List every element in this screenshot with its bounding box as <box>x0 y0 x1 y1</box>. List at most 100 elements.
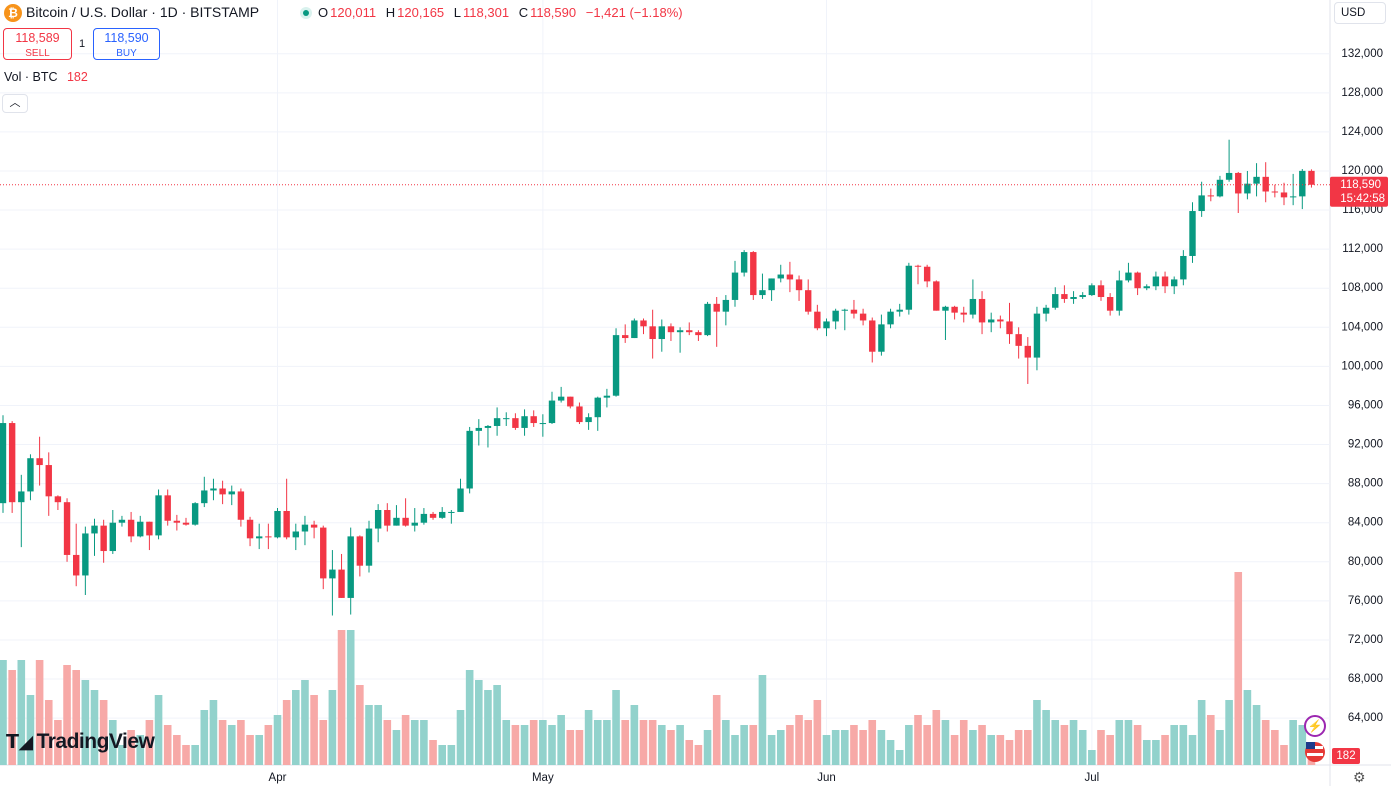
volume-bar <box>712 695 721 765</box>
candle-body <box>905 265 913 310</box>
candle-body <box>823 321 830 329</box>
candle-body <box>942 306 949 311</box>
sell-button[interactable]: 118,589 SELL <box>3 28 72 60</box>
candle-body <box>1079 295 1086 298</box>
settings-icon[interactable]: ⚙ <box>1353 769 1366 785</box>
ohlc-value: 120,165 <box>397 5 445 20</box>
candle-body <box>1216 179 1224 197</box>
volume-bar <box>841 730 849 765</box>
volume-bar <box>0 660 7 765</box>
candle-body <box>557 396 565 401</box>
candle-body <box>603 395 611 398</box>
volume-bar <box>1051 720 1060 765</box>
candle-body <box>1006 321 1013 335</box>
volume-bar <box>740 725 748 765</box>
candle-body <box>347 536 354 598</box>
volume-tag-label: 182 <box>1336 750 1355 762</box>
volume-bar <box>1252 705 1261 765</box>
candle-body <box>137 521 144 537</box>
volume-bar <box>255 735 263 765</box>
buy-button[interactable]: 118,590 BUY <box>93 28 160 60</box>
y-tick-label: 108,000 <box>1341 282 1383 294</box>
volume-bar <box>429 740 437 765</box>
volume-bar <box>200 710 209 765</box>
volume-bar <box>465 670 474 765</box>
candle-body <box>1134 272 1141 289</box>
y-tick-label: 92,000 <box>1348 439 1383 451</box>
y-tick-label: 128,000 <box>1341 87 1383 99</box>
candle-body <box>274 510 281 538</box>
volume-bar <box>795 715 803 765</box>
candle-body <box>704 303 711 336</box>
volume-bar <box>328 690 337 765</box>
volume-bar <box>895 750 904 765</box>
currency-button[interactable]: USD <box>1334 2 1386 24</box>
last-price-tag <box>1330 176 1388 207</box>
candle-body <box>164 495 171 521</box>
candle-body <box>850 309 858 314</box>
svg-text:⚡: ⚡ <box>1308 719 1323 733</box>
volume-bar <box>292 690 300 765</box>
volume-bar <box>182 745 190 765</box>
collapse-button[interactable]: ︿ <box>2 94 28 113</box>
ohlc-key: C <box>518 5 529 20</box>
volume-value: 182 <box>66 70 88 84</box>
candle-body <box>722 299 730 312</box>
candle-body <box>713 303 720 312</box>
candle-body <box>411 522 418 526</box>
volume-bar <box>273 715 282 765</box>
y-tick-label: 120,000 <box>1341 165 1383 177</box>
candle-body <box>1033 313 1041 358</box>
volume-bar <box>859 730 867 765</box>
volume-bar <box>410 720 419 765</box>
volume-bar <box>767 735 776 765</box>
volume-bar <box>822 735 831 765</box>
candle-body <box>1244 183 1251 194</box>
candle-body <box>1116 280 1123 311</box>
volume-bar <box>1069 720 1078 765</box>
candle-body <box>1253 176 1260 184</box>
ohlc-key: H <box>385 5 396 20</box>
candle-body <box>356 536 364 566</box>
volume-bar <box>987 735 995 765</box>
volume-bar <box>346 630 355 765</box>
buy-label: BUY <box>116 48 137 59</box>
volume-bar <box>81 680 90 765</box>
sell-label: SELL <box>25 48 50 59</box>
candle-body <box>63 502 71 555</box>
volume-bar <box>575 730 584 765</box>
volume-bar <box>1060 725 1069 765</box>
volume-bar <box>731 735 739 765</box>
volume-bar <box>1179 725 1188 765</box>
volume-bar <box>246 735 254 765</box>
candle-body <box>997 319 1004 322</box>
watermark: 𝗧◢ TradingView <box>6 730 155 754</box>
volume-bar <box>722 720 730 765</box>
volume-bar <box>1088 750 1096 765</box>
candle-body <box>740 252 748 273</box>
volume-bar <box>173 735 181 765</box>
candle-body <box>448 511 455 513</box>
candle-body <box>869 320 876 352</box>
candle-body <box>1070 297 1077 299</box>
volume-bar <box>356 685 364 765</box>
volume-bar <box>1005 740 1014 765</box>
candle-body <box>649 326 656 340</box>
y-tick-label: 104,000 <box>1341 321 1383 333</box>
x-tick-label: Apr <box>269 772 287 784</box>
volume-tag <box>1332 748 1360 764</box>
volume-bar <box>392 730 401 765</box>
volume-bar <box>1207 715 1215 765</box>
candle-body <box>1289 196 1297 198</box>
candle-body <box>896 309 903 312</box>
volume-bar <box>612 690 620 765</box>
candle-body <box>548 400 556 424</box>
candle-body <box>1106 297 1114 311</box>
y-tick-label: 76,000 <box>1348 595 1383 607</box>
buy-price: 118,590 <box>104 31 149 45</box>
countdown-label: 15:42:58 <box>1340 193 1385 205</box>
volume-bar <box>886 740 895 765</box>
ohlc-value: 118,301 <box>463 5 510 20</box>
y-tick-label: 80,000 <box>1348 556 1383 568</box>
